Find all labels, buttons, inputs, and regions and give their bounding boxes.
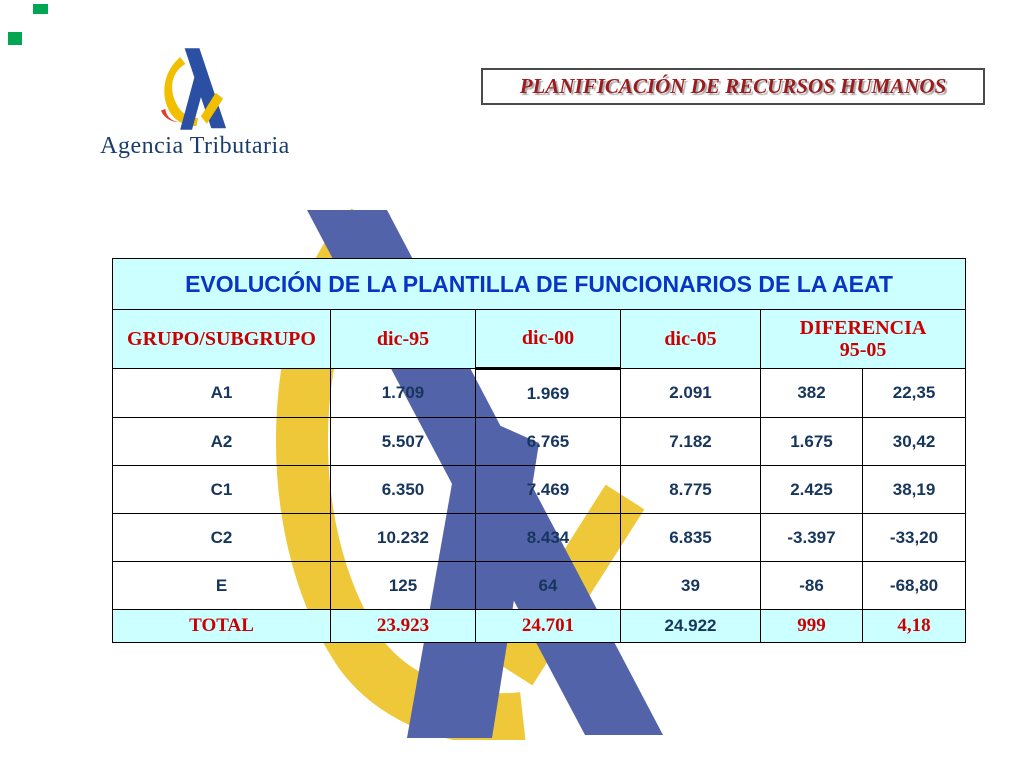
dic95-cell: 125 — [330, 561, 476, 610]
col-header-group: GRUPO/SUBGRUPO — [112, 309, 331, 369]
group-cell: C2 — [112, 513, 331, 562]
header-banner: PLANIFICACIÓN DE RECURSOS HUMANOS — [481, 68, 985, 105]
total-dic00: 24.701 — [475, 609, 621, 643]
table-row-c2: C2 10.232 8.434 6.835 -3.397 -33,20 — [112, 513, 967, 562]
dic05-cell: 6.835 — [620, 513, 761, 562]
col-header-dic05: dic-05 — [620, 309, 761, 369]
table-row-total: TOTAL 23.923 24.701 24.922 999 4,18 — [112, 609, 967, 643]
diff-cell: -86 — [760, 561, 863, 610]
dic95-cell: 6.350 — [330, 465, 476, 514]
dic00-cell: 64 — [475, 561, 621, 610]
dic95-cell: 5.507 — [330, 417, 476, 466]
col-header-dic95: dic-95 — [330, 309, 476, 369]
decoration-green-dot — [8, 32, 22, 45]
logo-text: Agencia Tributaria — [100, 133, 290, 159]
total-dic95: 23.923 — [330, 609, 476, 643]
pct-cell: 30,42 — [861, 417, 967, 466]
total-dic05: 24.922 — [620, 609, 761, 643]
table-row-e: E 125 64 39 -86 -68,80 — [112, 561, 967, 610]
dic05-cell: 39 — [620, 561, 761, 610]
col-header-dic00: dic-00 — [475, 309, 621, 370]
group-cell: A2 — [112, 417, 331, 466]
diff-cell: -3.397 — [760, 513, 863, 562]
dic00-cell: 6.765 — [475, 417, 621, 466]
table-row-a1: A1 1.709 1.969 2.091 382 22,35 — [112, 368, 967, 418]
group-cell: A1 — [112, 368, 331, 418]
diff-cell: 1.675 — [760, 417, 863, 466]
dic95-cell: 1.709 — [330, 368, 476, 418]
group-cell: E — [112, 561, 331, 610]
pct-cell: -68,80 — [861, 561, 967, 610]
pct-cell: 22,35 — [861, 368, 967, 418]
agencia-tributaria-logo: Agencia Tributaria — [95, 48, 295, 160]
dic00-cell: 1.969 — [475, 368, 621, 418]
agencia-tributaria-logo-icon — [160, 48, 227, 130]
table-header-row: GRUPO/SUBGRUPO dic-95 dic-00 dic-05 DIFE… — [112, 309, 967, 370]
banner-title: PLANIFICACIÓN DE RECURSOS HUMANOS — [519, 74, 947, 98]
diff-cell: 382 — [760, 368, 863, 418]
staff-evolution-table: EVOLUCIÓN DE LA PLANTILLA DE FUNCIONARIO… — [111, 258, 967, 643]
decoration-green-dot — [33, 4, 48, 14]
dic00-cell: 7.469 — [475, 465, 621, 514]
col-header-diferencia: DIFERENCIA 95-05 — [759, 309, 967, 369]
table-row-c1: C1 6.350 7.469 8.775 2.425 38,19 — [112, 465, 967, 514]
diff-cell: 2.425 — [760, 465, 863, 514]
table-title: EVOLUCIÓN DE LA PLANTILLA DE FUNCIONARIO… — [111, 258, 967, 310]
table-title-row: EVOLUCIÓN DE LA PLANTILLA DE FUNCIONARIO… — [111, 258, 967, 310]
total-pct: 4,18 — [861, 609, 967, 643]
total-label: TOTAL — [112, 609, 331, 643]
col-header-diferencia-line1: DIFERENCIA — [799, 317, 927, 339]
col-header-diferencia-line2: 95-05 — [839, 339, 887, 361]
pct-cell: 38,19 — [861, 465, 967, 514]
pct-cell: -33,20 — [861, 513, 967, 562]
dic05-cell: 8.775 — [620, 465, 761, 514]
total-diff: 999 — [760, 609, 863, 643]
dic95-cell: 10.232 — [330, 513, 476, 562]
table-row-a2: A2 5.507 6.765 7.182 1.675 30,42 — [112, 417, 967, 466]
dic05-cell: 2.091 — [620, 368, 761, 418]
group-cell: C1 — [112, 465, 331, 514]
dic00-cell: 8.434 — [475, 513, 621, 562]
dic05-cell: 7.182 — [620, 417, 761, 466]
